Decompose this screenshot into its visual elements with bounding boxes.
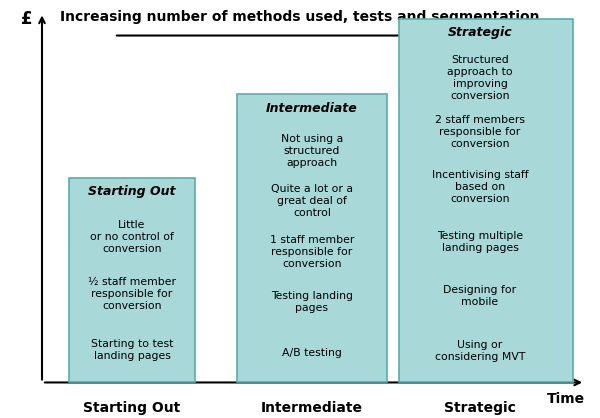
Text: Incentivising staff
based on
conversion: Incentivising staff based on conversion xyxy=(431,170,529,204)
Text: A/B testing: A/B testing xyxy=(282,348,342,358)
Text: Time: Time xyxy=(547,392,585,406)
Text: Starting Out: Starting Out xyxy=(83,400,181,415)
Text: Structured
approach to
improving
conversion: Structured approach to improving convers… xyxy=(447,54,513,100)
FancyBboxPatch shape xyxy=(237,94,387,382)
Text: Starting to test
landing pages: Starting to test landing pages xyxy=(91,339,173,361)
Text: Strategic: Strategic xyxy=(448,26,512,39)
Text: Testing landing
pages: Testing landing pages xyxy=(271,291,353,314)
Text: Little
or no control of
conversion: Little or no control of conversion xyxy=(90,220,174,254)
Text: Strategic: Strategic xyxy=(444,400,516,415)
Text: Testing multiple
landing pages: Testing multiple landing pages xyxy=(437,231,523,252)
FancyBboxPatch shape xyxy=(399,19,573,382)
Text: £: £ xyxy=(21,10,33,28)
Text: 2 staff members
responsible for
conversion: 2 staff members responsible for conversi… xyxy=(435,115,525,149)
Text: Not using a
structured
approach: Not using a structured approach xyxy=(281,134,343,168)
Text: Intermediate: Intermediate xyxy=(266,102,358,115)
Text: 1 staff member
responsible for
conversion: 1 staff member responsible for conversio… xyxy=(270,235,354,269)
Text: Quite a lot or a
great deal of
control: Quite a lot or a great deal of control xyxy=(271,184,353,218)
Text: Increasing number of methods used, tests and segmentation: Increasing number of methods used, tests… xyxy=(60,10,540,24)
Text: Intermediate: Intermediate xyxy=(261,400,363,415)
Text: Using or
considering MVT: Using or considering MVT xyxy=(435,340,525,362)
Text: ½ staff member
responsible for
conversion: ½ staff member responsible for conversio… xyxy=(88,277,176,311)
Text: Designing for
mobile: Designing for mobile xyxy=(443,285,517,307)
FancyBboxPatch shape xyxy=(69,178,195,382)
Text: Starting Out: Starting Out xyxy=(88,185,176,198)
